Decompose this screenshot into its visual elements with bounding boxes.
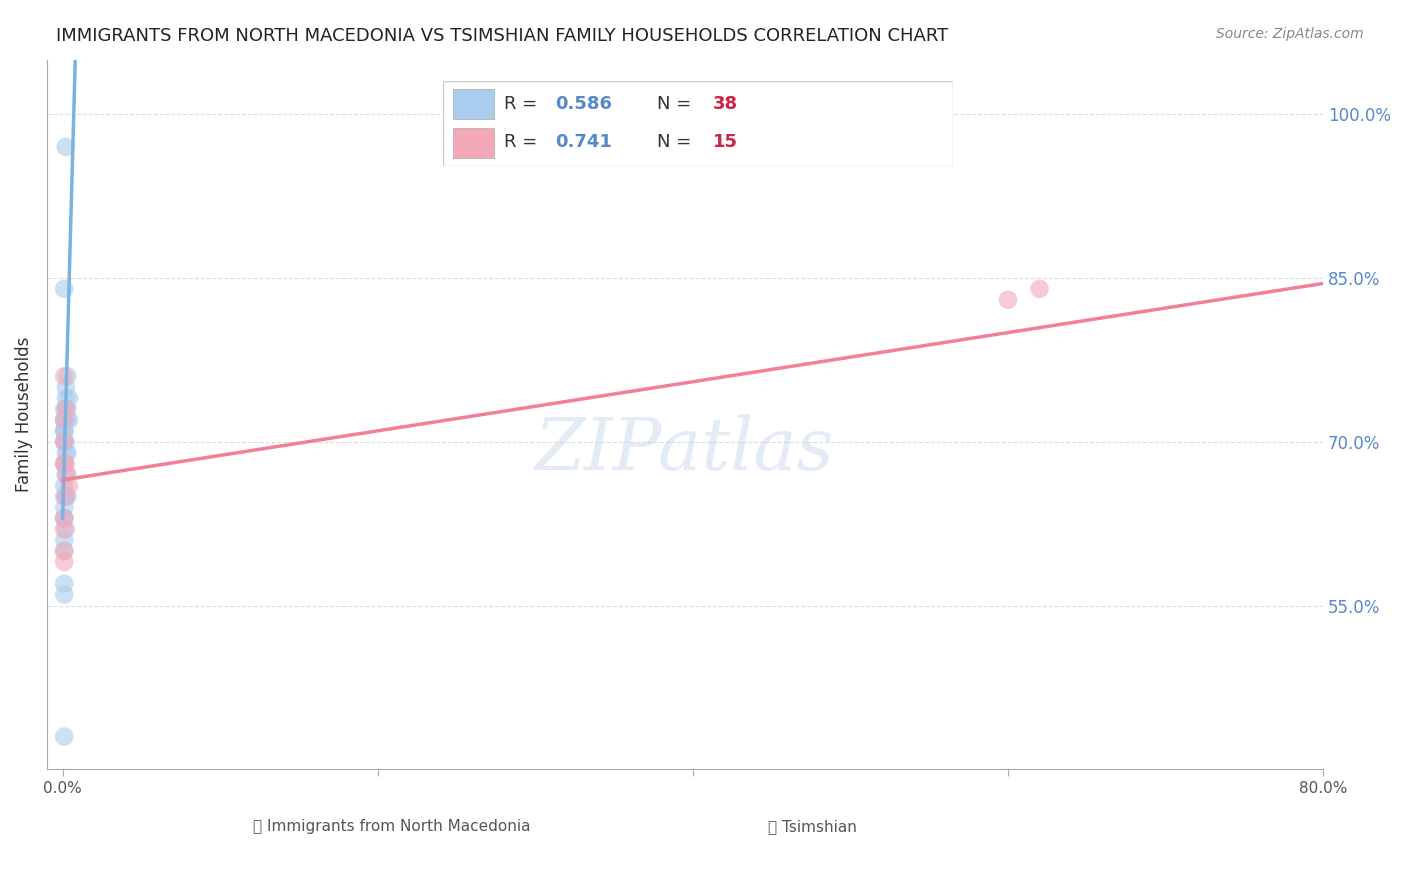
Point [53,424,76,438]
Point [53,413,76,427]
Point [53,369,76,384]
Text: ZIPatlas: ZIPatlas [536,415,835,485]
Point [56,445,79,459]
Point [55,140,77,154]
Point [58,413,80,427]
Point [53,282,76,296]
Point [53,544,76,558]
Point [53,434,76,449]
Point [53,522,76,536]
Point [53,533,76,547]
Point [53,434,76,449]
Point [53,730,76,744]
Point [58,478,80,492]
Text: ⬜ Immigrants from North Macedonia: ⬜ Immigrants from North Macedonia [253,819,530,834]
Point [56,413,79,427]
Point [53,555,76,569]
Point [55,380,77,394]
Point [55,489,77,503]
Point [56,489,79,503]
Point [55,402,77,417]
Point [53,588,76,602]
Point [55,489,77,503]
Point [53,402,76,417]
Text: 🔴 Tsimshian: 🔴 Tsimshian [768,819,858,834]
Y-axis label: Family Households: Family Households [15,337,32,492]
Point [53,413,76,427]
Point [53,478,76,492]
Point [53,500,76,515]
Point [53,434,76,449]
Point [55,434,77,449]
Point [53,457,76,471]
Point [56,402,79,417]
Point [1028,282,1050,296]
Point [56,369,79,384]
Point [55,457,77,471]
Point [53,544,76,558]
Point [55,402,77,417]
Point [53,511,76,525]
Point [56,467,79,482]
Text: IMMIGRANTS FROM NORTH MACEDONIA VS TSIMSHIAN FAMILY HOUSEHOLDS CORRELATION CHART: IMMIGRANTS FROM NORTH MACEDONIA VS TSIMS… [56,27,949,45]
Point [53,457,76,471]
Text: Source: ZipAtlas.com: Source: ZipAtlas.com [1216,27,1364,41]
Point [997,293,1019,307]
Point [53,457,76,471]
Point [55,467,77,482]
Point [53,576,76,591]
Point [53,511,76,525]
Point [53,511,76,525]
Point [55,522,77,536]
Point [58,391,80,405]
Point [55,467,77,482]
Point [55,391,77,405]
Point [53,413,76,427]
Point [53,424,76,438]
Point [53,489,76,503]
Point [53,424,76,438]
Point [55,445,77,459]
